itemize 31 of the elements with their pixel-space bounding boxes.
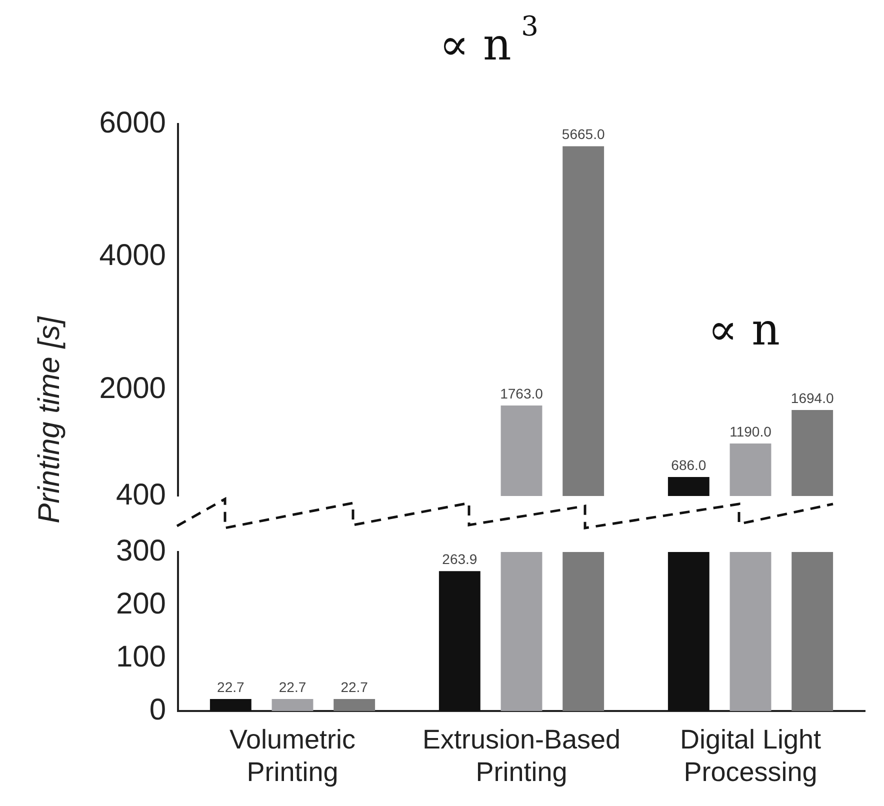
bar bbox=[500, 552, 542, 711]
y-tick-label: 400 bbox=[116, 478, 166, 512]
x-tick-label: Volumetric Printing bbox=[229, 724, 356, 788]
data-label: 1190.0 bbox=[730, 423, 772, 440]
bar bbox=[210, 698, 252, 711]
data-label: 22.7 bbox=[278, 678, 306, 695]
data-label: 686.0 bbox=[671, 456, 706, 473]
y-tick-label: 4000 bbox=[99, 239, 166, 272]
y-tick-label: 2000 bbox=[99, 372, 166, 405]
bar bbox=[438, 571, 480, 711]
y-tick-label: 200 bbox=[116, 587, 166, 620]
y-tick-label: 0 bbox=[149, 693, 166, 726]
data-label: 5665.0 bbox=[562, 126, 605, 142]
bar bbox=[792, 552, 834, 711]
y-axis-title: Printing time [s] bbox=[33, 316, 67, 524]
data-label: 1694.0 bbox=[790, 390, 834, 406]
data-label: 1763.0 bbox=[500, 385, 544, 402]
x-tick-label: Digital Light Processing bbox=[680, 724, 822, 788]
x-tick-label: Extrusion-Based Printing bbox=[422, 724, 621, 788]
y-tick-label: 100 bbox=[116, 640, 166, 674]
bar bbox=[668, 552, 710, 711]
y-tick-label: 300 bbox=[116, 534, 166, 568]
bar bbox=[334, 698, 376, 711]
bar bbox=[562, 552, 604, 711]
data-label: 263.9 bbox=[442, 550, 478, 567]
annotation: ∝ n bbox=[708, 304, 780, 356]
bar bbox=[730, 552, 772, 711]
data-label: 22.7 bbox=[340, 678, 368, 695]
bar bbox=[272, 698, 314, 711]
data-label: 22.7 bbox=[217, 678, 245, 695]
y-tick-label: 6000 bbox=[99, 106, 166, 140]
